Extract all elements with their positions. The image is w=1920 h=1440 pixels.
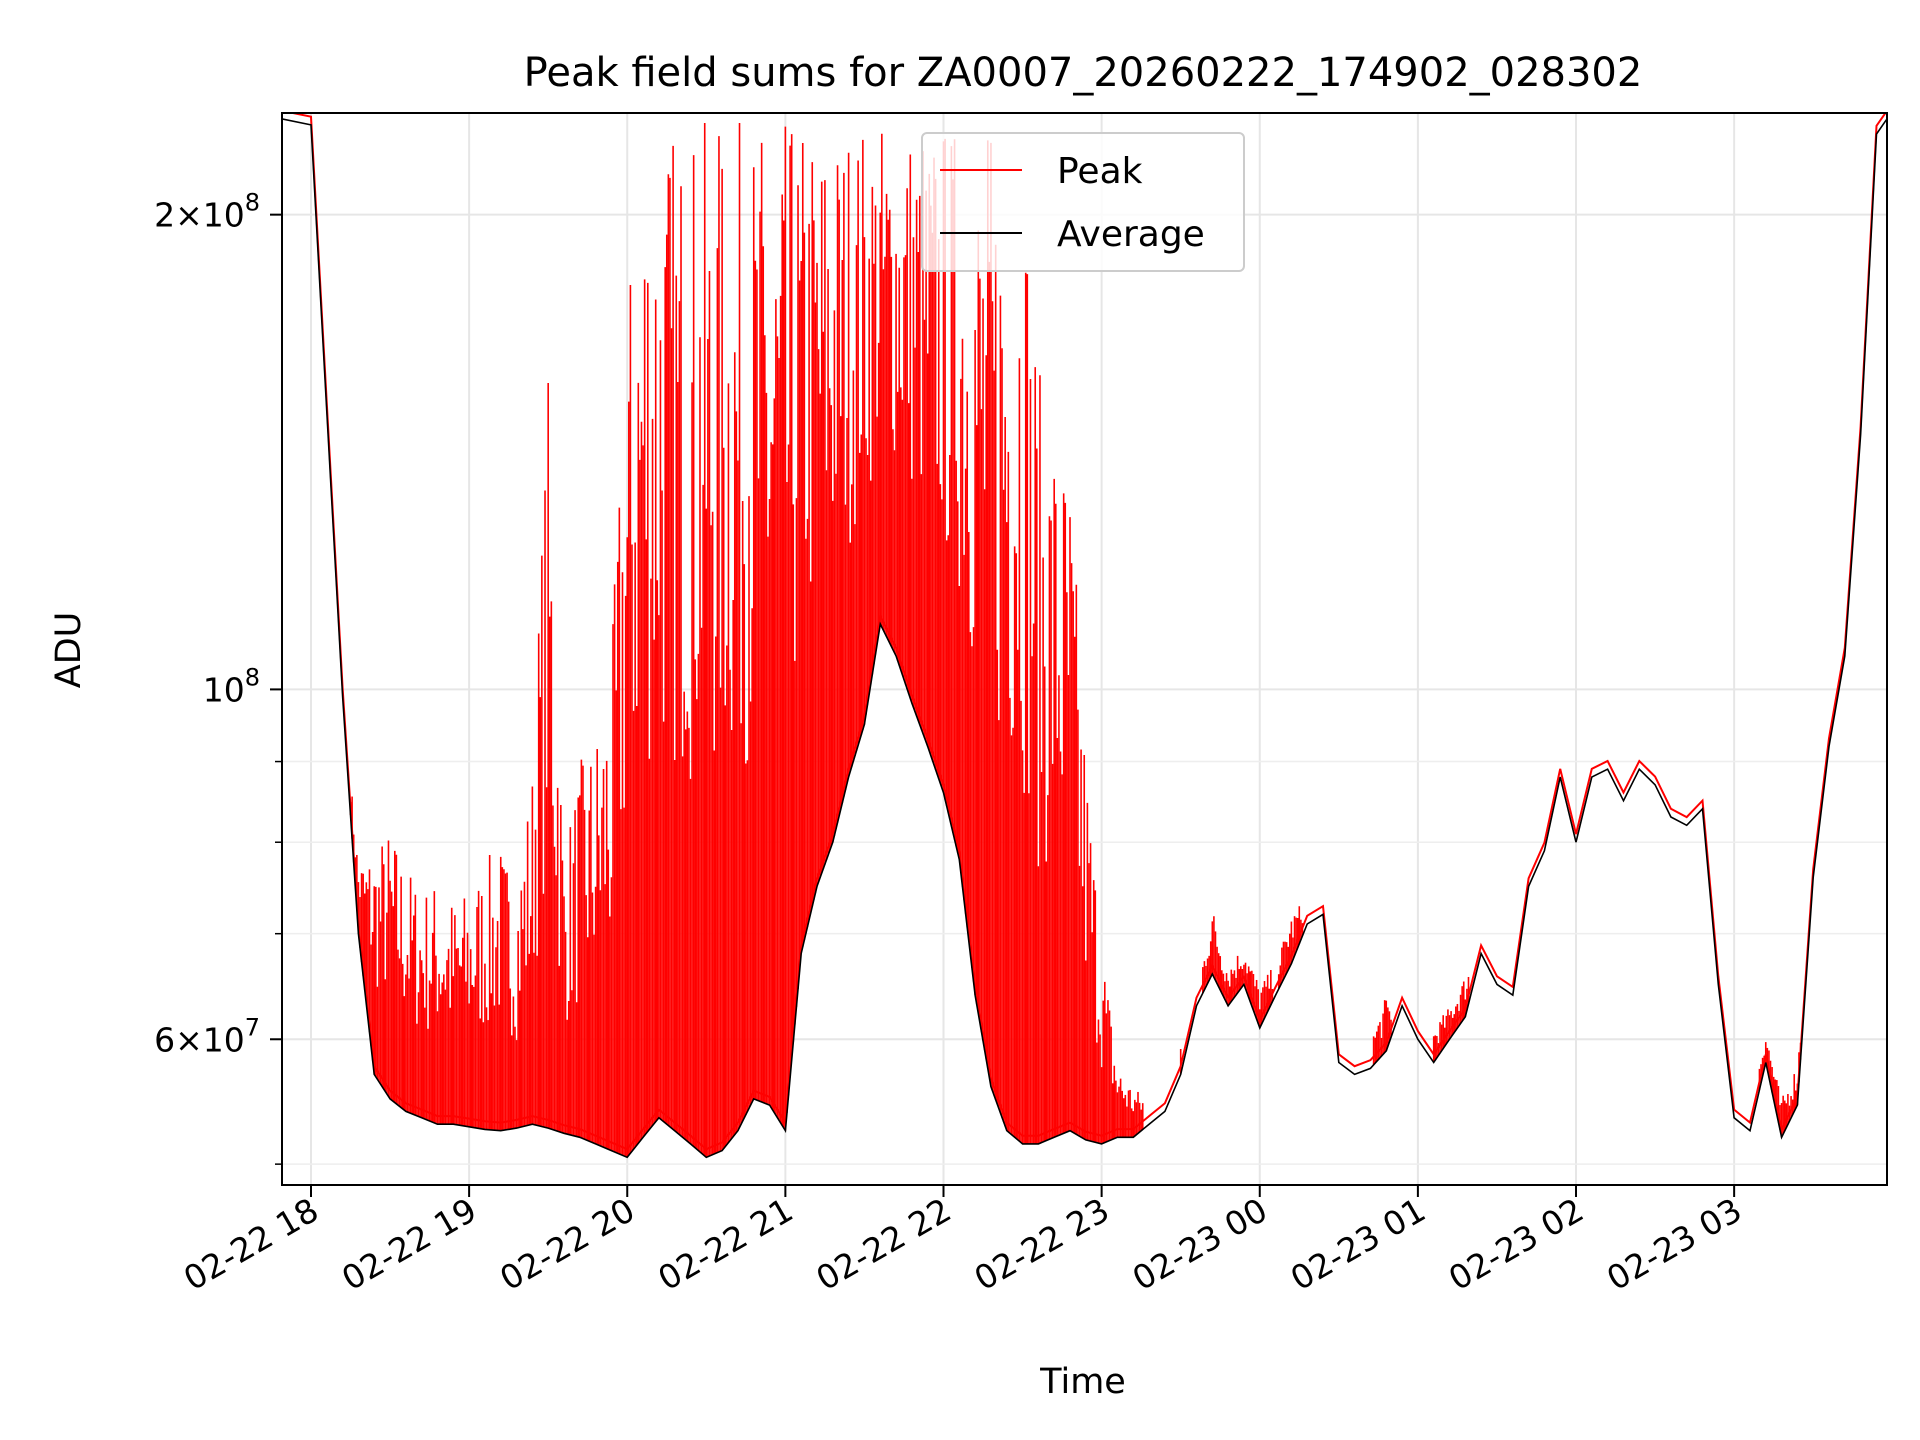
- x-axis-label: Time: [1039, 1362, 1126, 1402]
- legend-label-average: Average: [1057, 214, 1205, 255]
- chart-title: Peak field sums for ZA0007_20260222_1749…: [524, 50, 1643, 96]
- y-tick-label: 108: [203, 663, 260, 709]
- y-tick-label: 2×108: [154, 189, 260, 235]
- legend-box: [921, 132, 1245, 272]
- plot-frame: [281, 112, 1888, 1186]
- plot-series: [282, 113, 1887, 1159]
- y-axis-label: ADU: [49, 612, 89, 689]
- legend: Peak Average: [921, 132, 1245, 272]
- series-peak-group: [287, 113, 1887, 1158]
- y-tick-label: 6×107: [154, 1013, 260, 1059]
- series-peak-line: [287, 113, 1887, 1151]
- series-average-line: [282, 118, 1887, 1159]
- legend-label-peak: Peak: [1057, 151, 1143, 192]
